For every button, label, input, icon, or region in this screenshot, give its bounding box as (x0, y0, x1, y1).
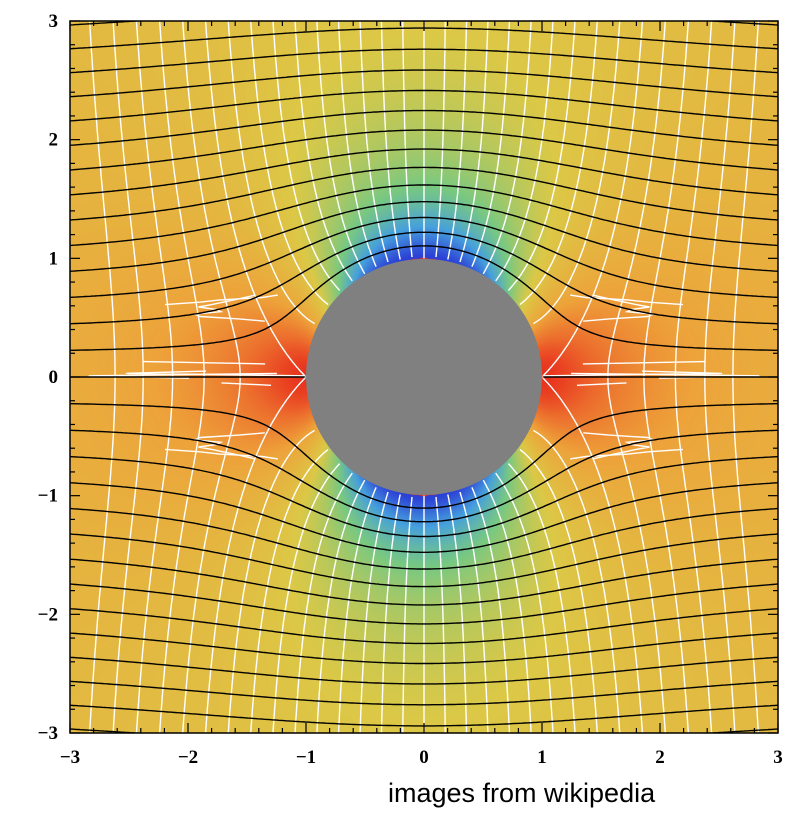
plot-area (64, 0, 781, 733)
streamline (70, 129, 778, 171)
y-tick-label: −1 (38, 486, 58, 507)
streamline (70, 583, 778, 625)
potential-line (542, 21, 644, 733)
streamline (70, 201, 778, 272)
x-tick-label: −2 (178, 747, 198, 768)
y-tick-label: −2 (38, 604, 58, 625)
potential-line (732, 21, 760, 733)
streamline (70, 231, 778, 325)
streamline (70, 89, 778, 122)
streamline (70, 656, 778, 685)
axis-ticks (69, 20, 779, 734)
x-tick-label: 1 (537, 747, 547, 768)
potential-line (607, 21, 667, 733)
streamline (70, 69, 778, 98)
cylinder (306, 259, 542, 495)
potential-line (88, 21, 116, 733)
potential-line (359, 21, 389, 733)
potential-line (674, 21, 713, 733)
potential-line (88, 21, 315, 733)
streamline (70, 148, 778, 196)
y-tick-label: −3 (38, 723, 58, 744)
streamline (70, 558, 778, 606)
potential-line (471, 21, 511, 733)
streamline (70, 216, 778, 299)
potential-line (143, 21, 329, 733)
potential-line (204, 21, 306, 733)
potential-line (459, 21, 489, 733)
streamlines (64, 0, 781, 733)
potential-line (165, 21, 401, 733)
streamline (70, 166, 778, 221)
potential-line (337, 21, 377, 733)
axis-tick-labels: −3 −2 −1 0 1 2 3 −3 −2 −1 0 1 2 3 (38, 11, 783, 768)
potential-line (447, 21, 683, 733)
potential-line (181, 21, 241, 733)
potential-line (435, 21, 654, 733)
streamline (70, 403, 778, 509)
potential-line (194, 21, 413, 733)
x-tick-label: 3 (773, 747, 783, 768)
potential-line (112, 21, 144, 733)
streamline (70, 680, 778, 706)
potential-line (704, 21, 736, 733)
streamline (70, 184, 778, 247)
streamline (70, 533, 778, 588)
x-tick-label: −1 (296, 747, 316, 768)
y-tick-label: 0 (49, 367, 59, 388)
y-tick-label: 1 (49, 248, 59, 269)
x-tick-label: −3 (60, 747, 80, 768)
streamline (70, 704, 778, 727)
x-tick-label: 0 (419, 747, 429, 768)
x-tick-label: 2 (655, 747, 665, 768)
streamline (70, 607, 778, 645)
y-tick-label: 3 (49, 11, 59, 32)
image-credit: images from wikipedia (388, 778, 656, 808)
streamline (70, 109, 778, 147)
potential-line (533, 21, 760, 733)
streamline (70, 507, 778, 570)
streamline (70, 245, 778, 351)
streamline (70, 632, 778, 665)
streamline (70, 27, 778, 50)
streamline (70, 429, 778, 523)
streamline (70, 482, 778, 553)
streamline (70, 48, 778, 74)
streamline (70, 455, 778, 538)
streamline (64, 0, 781, 2)
potential-lines (88, 21, 760, 733)
y-tick-label: 2 (49, 130, 59, 151)
